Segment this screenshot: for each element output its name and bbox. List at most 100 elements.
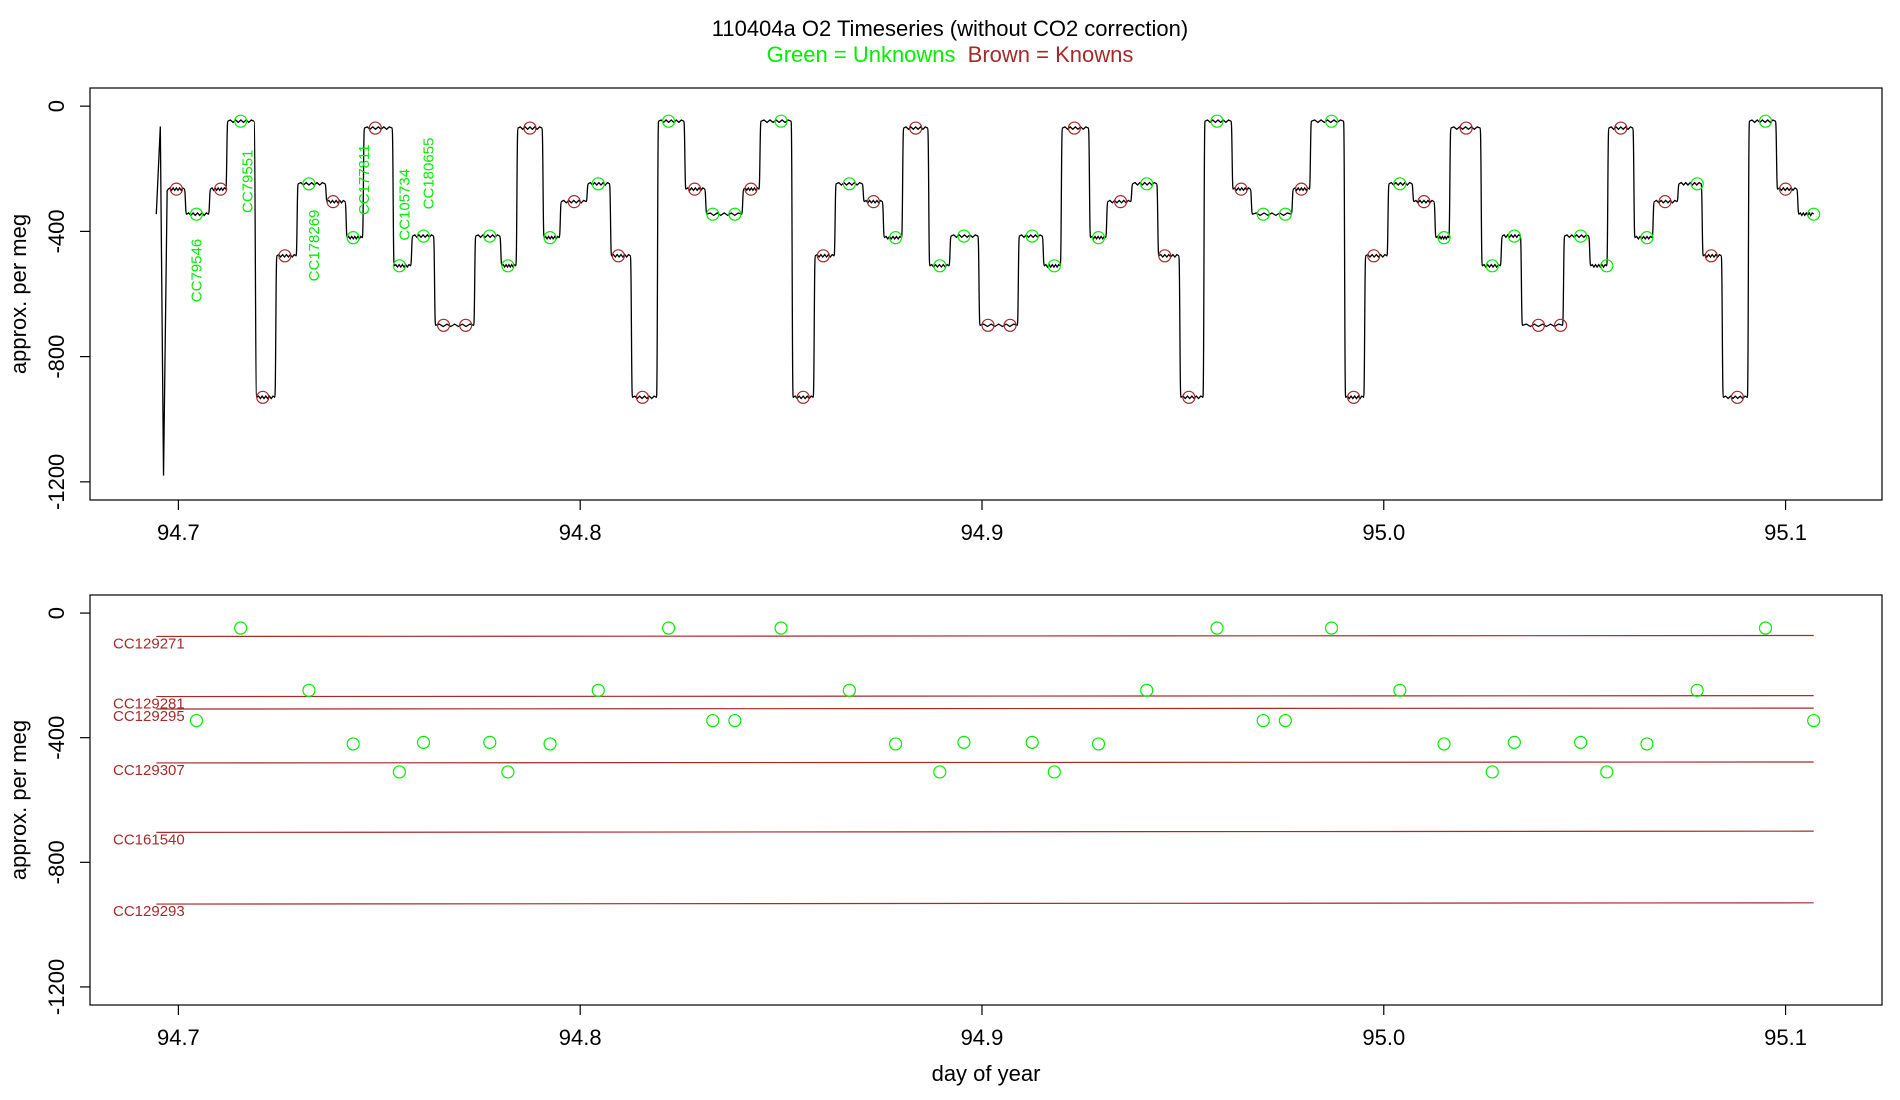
unknown-point [1507,735,1521,749]
subtitle-knowns: Brown = Knowns [968,42,1134,67]
unknown-point [346,231,360,245]
unknown-point [416,229,431,243]
unknown-point [957,735,971,749]
unknown-point [1485,259,1499,273]
unknown-point [888,737,903,751]
unknown-point [1574,229,1588,243]
known-point [1704,249,1718,263]
y-tick-label: -800 [44,335,69,379]
known-point [169,182,183,196]
known-point [1417,195,1431,209]
unknown-point [888,231,903,245]
known-point [1114,195,1128,209]
unknown-point [1690,683,1704,697]
y-tick-label: -400 [44,716,69,760]
unknown-sample-label: CC178269 [306,210,323,282]
y-tick-label: -800 [44,840,69,884]
reference-line [156,707,1814,710]
x-axis-label: day of year [932,1061,1041,1086]
known-point [1367,249,1381,263]
known-point [1158,249,1172,263]
known-point [981,318,995,332]
reference-line [156,830,1814,834]
unknown-sample-label: CC79546 [189,239,206,302]
known-point [1234,182,1248,196]
unknown-point [1690,177,1704,191]
x-tick-label: 95.0 [1362,1025,1405,1050]
known-point [744,182,758,196]
unknown-point [1574,735,1588,749]
unknown-point [933,765,947,779]
unknown-point [501,259,515,273]
unknown-point [1758,621,1773,635]
known-point [1553,318,1568,332]
unknown-point [842,177,856,191]
unknown-point [392,259,406,273]
known-point [213,182,228,196]
unknown-point [1278,207,1292,221]
y-tick-label: -1200 [44,959,69,1015]
unknown-point [1025,735,1039,749]
y-axis-label: approx. per meg [6,720,31,880]
unknown-point [346,737,360,751]
reference-line [156,695,1814,698]
unknown-point [661,621,676,635]
known-point [1459,121,1473,135]
x-tick-label: 94.7 [157,520,200,545]
unknown-point [501,765,515,779]
unknown-point [189,207,204,221]
unknown-point [842,683,856,697]
unknown-point [1091,737,1106,751]
known-point [368,121,382,135]
unknown-point [1807,713,1821,728]
unknown-point [416,735,431,749]
unknown-point [1140,683,1154,697]
unknown-point [1140,177,1154,191]
unknown-sample-label: CC177811 [356,144,373,215]
unknown-point [1210,621,1224,635]
known-point [635,390,650,404]
chart-subtitle: Green = Unknowns Brown = Knowns [767,42,1134,67]
unknown-point [1278,713,1292,728]
unknown-point [1393,683,1407,697]
known-point [1778,182,1793,196]
known-point [567,195,581,209]
known-point [278,249,292,263]
known-point [523,121,537,135]
x-tick-label: 95.1 [1764,1025,1807,1050]
reference-line [156,634,1814,638]
unknown-point [1640,231,1654,245]
known-point [1003,318,1017,332]
reference-line-label: CC129295 [113,708,185,725]
unknown-sample-label: CC105734 [396,169,413,241]
timeseries-panel: 94.7 94.8 94.9 95.0 95.1 0 -400 -800 -1200 approx… [6,87,1883,545]
unknown-point [1600,765,1614,779]
x-tick-label: 94.8 [559,520,602,545]
known-point [1730,390,1744,404]
unknown-point [774,621,788,635]
unknown-point [1025,229,1039,243]
reference-line-label: CC129307 [113,762,185,779]
known-point [909,121,923,135]
unknown-point [591,177,605,191]
reference-line [156,902,1814,905]
unknown-point [933,259,947,273]
subtitle-unknowns: Green = Unknowns [767,42,956,67]
plot-frame [89,594,1883,1006]
unknown-point [1437,737,1451,751]
unknown-point [1640,737,1654,751]
x-tick-label: 94.9 [961,1025,1004,1050]
plot-frame [89,87,1883,501]
unknown-point [661,114,676,128]
unknown-point [1507,229,1521,243]
known-point [326,195,340,209]
y-tick-label: 0 [44,100,69,112]
unknown-point [302,177,316,191]
known-point [1658,195,1672,209]
unknown-point [1600,259,1614,273]
unknown-point [1324,114,1339,128]
known-point [611,249,625,263]
unknown-sample-label: CC180655 [420,138,437,210]
unknown-point [1047,259,1061,273]
